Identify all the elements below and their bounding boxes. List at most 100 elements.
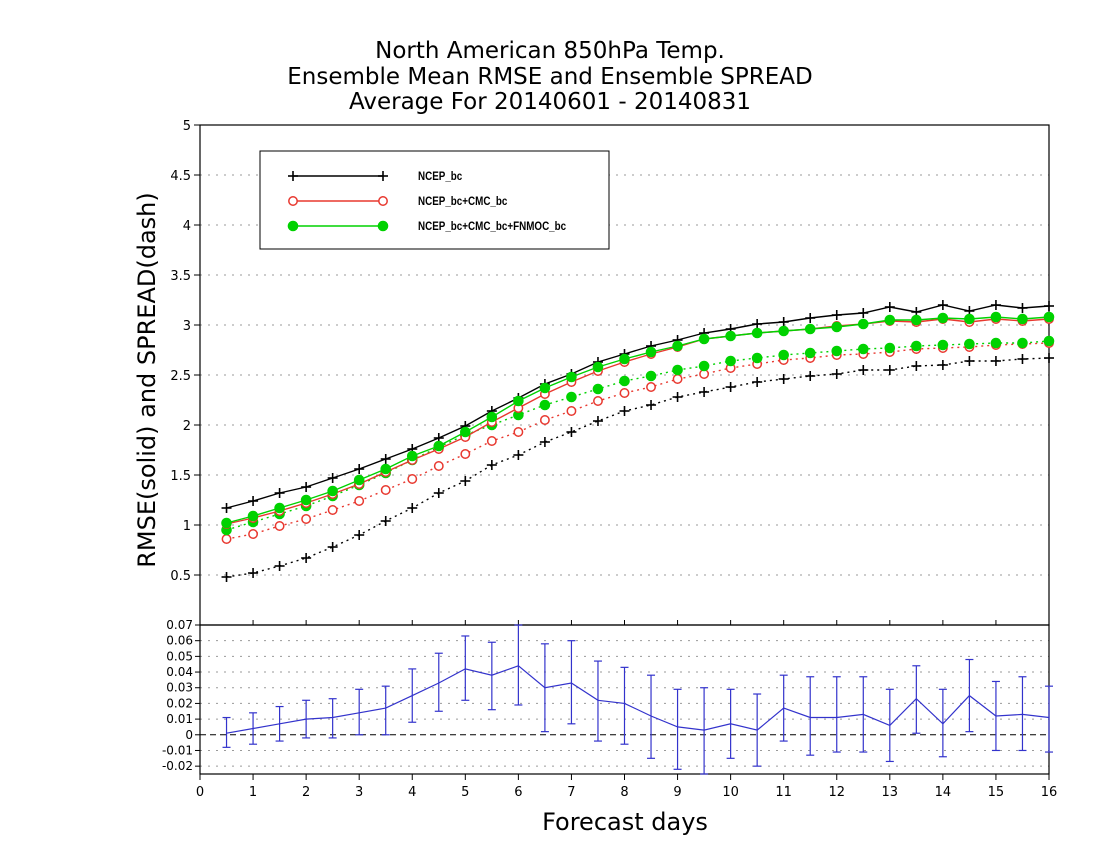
series-line — [226, 342, 1050, 540]
top-y-tick-label: 1 — [183, 519, 191, 534]
data-point — [858, 365, 869, 375]
data-point — [566, 371, 577, 383]
top-y-tick-label: 0.5 — [170, 569, 191, 584]
data-point — [990, 356, 1001, 366]
data-point — [274, 521, 285, 531]
data-point — [831, 321, 843, 333]
series-solid-0 — [221, 300, 1054, 513]
data-point — [592, 416, 603, 426]
error-bar — [461, 635, 470, 701]
legend-marker — [377, 220, 389, 232]
series-line — [226, 304, 1050, 509]
data-point — [805, 313, 816, 323]
bottom-y-tick-label: 0.03 — [166, 681, 193, 695]
data-point — [778, 325, 789, 337]
x-tick-label: 5 — [461, 785, 469, 800]
data-point — [433, 461, 444, 471]
data-point — [804, 347, 816, 359]
data-point — [354, 464, 365, 474]
data-point — [486, 460, 497, 470]
data-point — [937, 339, 949, 351]
data-point — [672, 374, 683, 384]
top-y-tick-label: 1.5 — [170, 469, 191, 484]
data-point — [460, 449, 471, 459]
data-point — [964, 338, 975, 350]
legend-marker — [378, 196, 388, 206]
data-point — [646, 400, 657, 410]
data-point — [990, 300, 1001, 310]
series-line — [226, 340, 1050, 531]
data-point — [221, 534, 232, 544]
data-point — [672, 392, 683, 402]
legend-box — [259, 150, 610, 250]
data-point — [592, 383, 604, 395]
error-bar — [620, 666, 629, 745]
bottom-y-tick-label: 0.05 — [166, 649, 193, 663]
error-bar — [567, 640, 576, 725]
x-tick-label: 1 — [249, 785, 257, 800]
data-point — [274, 502, 285, 514]
chart-title-line-2: Ensemble Mean RMSE and Ensemble SPREAD — [287, 64, 813, 90]
data-point — [354, 496, 365, 506]
legend-label: NCEP_bc+CMC_bc — [418, 195, 507, 208]
data-point — [327, 542, 338, 552]
data-point — [380, 485, 391, 495]
data-point — [937, 360, 948, 370]
legend-label: NCEP_bc — [418, 170, 462, 183]
data-point — [301, 482, 312, 492]
data-point — [407, 503, 418, 513]
data-point — [539, 399, 551, 411]
series-solid-1 — [221, 314, 1054, 529]
legend-marker — [287, 220, 299, 232]
data-point — [831, 310, 842, 320]
data-point — [486, 411, 498, 423]
data-point — [884, 302, 895, 312]
error-bar — [1018, 676, 1027, 752]
error-bar — [593, 660, 602, 742]
data-point — [698, 360, 710, 372]
data-point — [645, 370, 657, 382]
data-point — [407, 474, 418, 484]
data-point — [221, 503, 232, 513]
bottom-y-tick-label: -0.01 — [162, 743, 193, 757]
data-point — [725, 382, 736, 392]
x-tick-label: 4 — [408, 785, 416, 800]
data-point — [751, 352, 763, 364]
data-point — [725, 330, 736, 342]
data-point — [301, 553, 312, 563]
x-tick-label: 6 — [514, 785, 522, 800]
series-solid-2 — [221, 311, 1055, 529]
series-line — [226, 357, 1050, 578]
legend-marker — [288, 196, 298, 206]
data-point — [619, 406, 630, 416]
error-bar — [222, 716, 231, 748]
bottom-y-tick-label: 0.06 — [166, 634, 193, 648]
series-dotted-5 — [221, 335, 1055, 536]
chart-title-line-1: North American 850hPa Temp. — [375, 38, 725, 64]
data-point — [248, 568, 259, 578]
x-tick-label: 10 — [722, 785, 739, 800]
data-point — [221, 517, 232, 529]
data-point — [433, 440, 445, 452]
data-point — [672, 340, 683, 352]
data-point — [964, 356, 975, 366]
top-y-tick-label: 4 — [183, 219, 191, 234]
error-bar — [355, 688, 364, 736]
legend: NCEP_bc NCEP_bc+CMC_bc NCEP_bc+CMC_bc+FNMO… — [259, 150, 610, 250]
data-point — [566, 427, 577, 437]
data-point — [911, 314, 922, 326]
data-point — [353, 474, 365, 486]
data-point — [274, 488, 285, 498]
data-point — [752, 319, 763, 329]
data-point — [539, 382, 551, 394]
data-point — [460, 476, 471, 486]
x-tick-label: 9 — [673, 785, 681, 800]
data-point — [1017, 313, 1028, 325]
x-tick-label: 0 — [196, 785, 204, 800]
data-point — [380, 516, 391, 526]
data-point — [301, 514, 312, 524]
data-point — [778, 317, 789, 327]
data-point — [698, 333, 710, 345]
data-point — [858, 308, 869, 318]
data-point — [513, 395, 524, 407]
